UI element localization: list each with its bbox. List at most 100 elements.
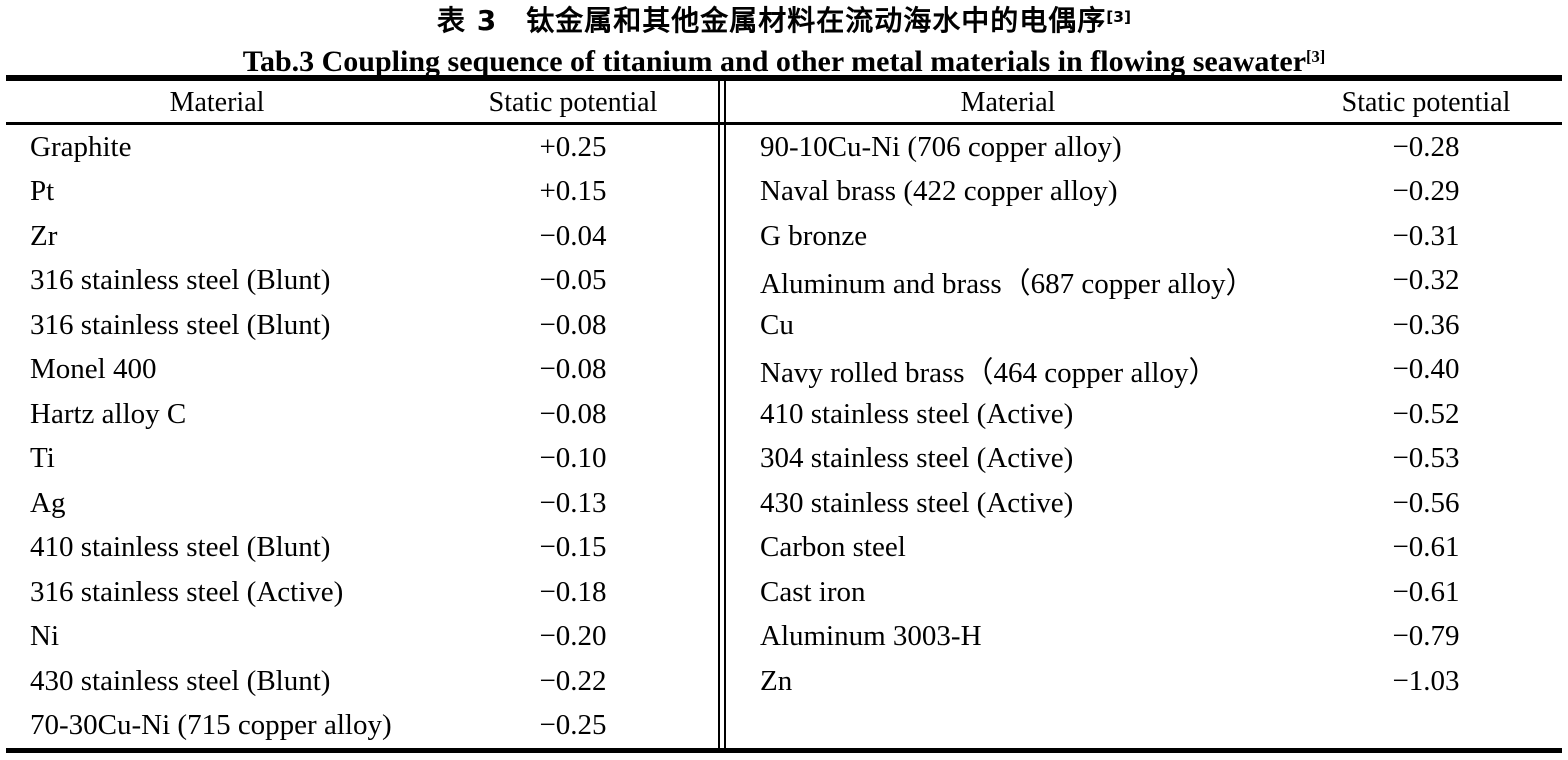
potential-cell: −0.08 [539,353,607,386]
material-cell: Navy rolled brass（464 copper alloy） [760,356,1218,389]
material-cell: Aluminum and brass（687 copper alloy） [760,267,1255,300]
table-row: Ni −0.20 [6,615,718,660]
table-title-english: Tab.3 Coupling sequence of titanium and … [0,44,1568,83]
table-right-half: Material Static potential 90-10Cu-Ni (70… [726,81,1562,748]
header-separator-rule [6,122,1562,125]
material-cell: Pt [30,175,55,208]
potential-cell: −0.10 [539,442,607,475]
table-row: G bronze −0.31 [726,214,1562,259]
potential-cell: −0.40 [1392,353,1460,386]
table-row: Aluminum 3003-H −0.79 [726,615,1562,660]
material-cell: Ni [30,620,59,653]
table-row: 316 stainless steel (Active) −0.18 [6,570,718,615]
material-cell: 316 stainless steel (Blunt) [30,308,331,341]
potential-cell: −0.32 [1392,264,1460,297]
potential-cell: −0.18 [539,575,607,608]
table-title-chinese: 表 3 钛金属和其他金属材料在流动海水中的电偶序[3] [0,2,1568,44]
table-row: 410 stainless steel (Blunt) −0.15 [6,526,718,571]
potential-cell: −0.08 [539,308,607,341]
material-cell: 410 stainless steel (Blunt) [30,531,331,564]
material-cell: Zn [760,664,793,697]
material-cell: Zr [30,219,58,252]
material-cell: 90-10Cu-Ni (706 copper alloy) [760,130,1122,163]
table-header-row-left: Material Static potential [6,81,718,125]
table-row: Zr −0.04 [6,214,718,259]
table-row: Aluminum and brass（687 copper alloy） −0.3… [726,259,1562,304]
material-cell: Hartz alloy C [30,397,187,430]
table-row: 304 stainless steel (Active) −0.53 [726,437,1562,482]
table-caption: 表 3 钛金属和其他金属材料在流动海水中的电偶序[3] Tab.3 Coupli… [0,2,1568,83]
table-row: Naval brass (422 copper alloy) −0.29 [726,170,1562,215]
material-cell: Ti [30,442,55,475]
potential-cell: +0.15 [539,175,607,208]
material-cell: Monel 400 [30,353,157,386]
potential-cell: −0.15 [539,531,607,564]
potential-cell: −0.20 [539,620,607,653]
table-row: 430 stainless steel (Blunt) −0.22 [6,659,718,704]
table-row: Cu −0.36 [726,303,1562,348]
material-cell: 430 stainless steel (Active) [760,486,1074,519]
table-left-half: Material Static potential Graphite +0.25 P… [6,81,718,748]
potential-cell: −0.31 [1392,219,1460,252]
potential-cell: −0.13 [539,486,607,519]
material-cell: Cu [760,308,794,341]
potential-cell: −0.22 [539,664,607,697]
potential-cell: −0.79 [1392,620,1460,653]
table-title-english-text: Tab.3 Coupling sequence of titanium and … [242,45,1307,78]
material-cell: Naval brass (422 copper alloy) [760,175,1118,208]
table-row: 410 stainless steel (Active) −0.52 [726,392,1562,437]
table-row: 316 stainless steel (Blunt) −0.08 [6,303,718,348]
citation-ref-zh: [3] [1106,7,1131,26]
potential-cell: −0.61 [1392,575,1460,608]
table-row: Graphite +0.25 [6,125,718,170]
material-cell: Cast iron [760,575,866,608]
potential-cell: −0.04 [539,219,607,252]
table-body-left: Graphite +0.25 Pt +0.15 Zr −0.04 316 stainless… [6,125,718,748]
table-header-row-right: Material Static potential [726,81,1562,125]
table-row: Carbon steel −0.61 [726,526,1562,571]
potential-cell: −0.53 [1392,442,1460,475]
table-row: Ti −0.10 [6,437,718,482]
table-row: Hartz alloy C −0.08 [6,392,718,437]
material-cell: Carbon steel [760,531,906,564]
potential-cell: −0.29 [1392,175,1460,208]
table-row: 70-30Cu-Ni (715 copper alloy) −0.25 [6,704,718,749]
material-cell: 410 stainless steel (Active) [760,397,1074,430]
column-header-material-left: Material [169,87,265,118]
potential-cell: −0.61 [1392,531,1460,564]
table-row: Ag −0.13 [6,481,718,526]
potential-cell: −0.25 [539,709,607,742]
table-title-chinese-text: 表 3 钛金属和其他金属材料在流动海水中的电偶序 [436,4,1107,37]
column-header-material-right: Material [960,87,1056,118]
table-row: Monel 400 −0.08 [6,348,718,393]
material-cell: Ag [30,486,66,519]
material-cell: Graphite [30,130,132,163]
material-cell: 304 stainless steel (Active) [760,442,1074,475]
material-cell: 70-30Cu-Ni (715 copper alloy) [30,709,392,742]
material-cell: G bronze [760,219,868,252]
potential-cell: −0.36 [1392,308,1460,341]
potential-cell: −0.52 [1392,397,1460,430]
material-cell: 316 stainless steel (Blunt) [30,264,331,297]
column-header-potential-left: Static potential [488,87,658,118]
citation-ref-en: [3] [1306,46,1326,66]
material-cell: 316 stainless steel (Active) [30,575,344,608]
table-row: Pt +0.15 [6,170,718,215]
material-cell: 430 stainless steel (Blunt) [30,664,331,697]
potential-cell: +0.25 [539,130,607,163]
table-row: 430 stainless steel (Active) −0.56 [726,481,1562,526]
potential-cell: −0.28 [1392,130,1460,163]
table-row: Navy rolled brass（464 copper alloy） −0.40 [726,348,1562,393]
table-body-right: 90-10Cu-Ni (706 copper alloy) −0.28 Naval … [726,125,1562,748]
coupling-sequence-table: Material Static potential Graphite +0.25 P… [6,75,1562,753]
column-header-potential-right: Static potential [1341,87,1511,118]
table-row: Cast iron −0.61 [726,570,1562,615]
table-row: 316 stainless steel (Blunt) −0.05 [6,259,718,304]
table-row: Zn −1.03 [726,659,1562,704]
table-row: 90-10Cu-Ni (706 copper alloy) −0.28 [726,125,1562,170]
material-cell: Aluminum 3003-H [760,620,982,653]
column-divider-rule [718,81,726,748]
potential-cell: −0.05 [539,264,607,297]
potential-cell: −0.56 [1392,486,1460,519]
